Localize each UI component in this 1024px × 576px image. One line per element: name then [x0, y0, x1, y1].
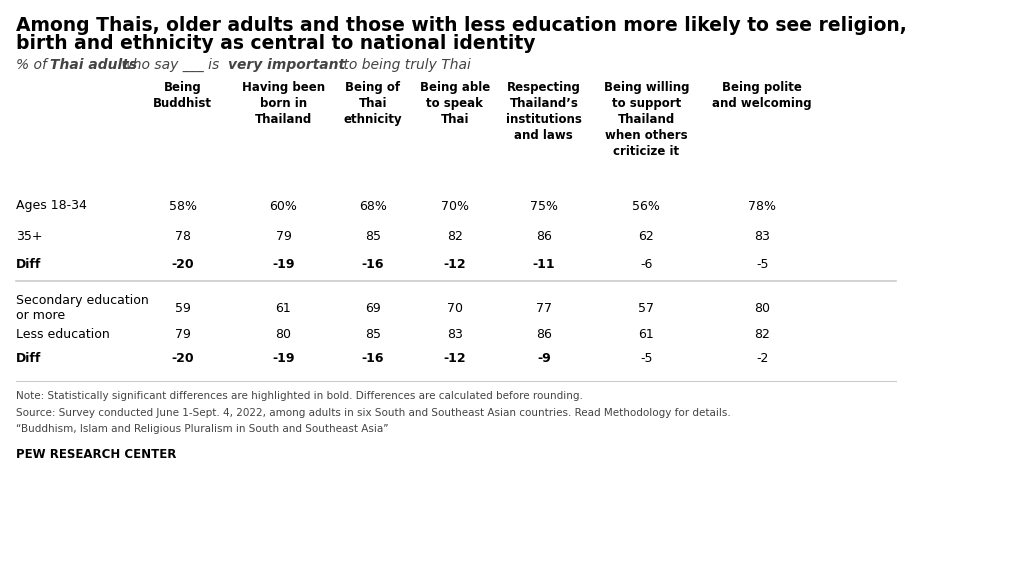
Text: 69: 69 — [365, 301, 381, 314]
Text: -16: -16 — [361, 351, 384, 365]
Text: Being of
Thai
ethnicity: Being of Thai ethnicity — [343, 81, 402, 126]
Text: 58%: 58% — [169, 199, 197, 213]
Text: 70: 70 — [446, 301, 463, 314]
Text: 75%: 75% — [529, 199, 558, 213]
Text: Respecting
Thailand’s
institutions
and laws: Respecting Thailand’s institutions and l… — [506, 81, 582, 142]
Text: 79: 79 — [275, 229, 292, 242]
Text: -20: -20 — [171, 351, 195, 365]
Text: 77: 77 — [536, 301, 552, 314]
Text: -19: -19 — [272, 257, 295, 271]
Text: % of: % of — [16, 58, 51, 72]
Text: Less education: Less education — [16, 328, 110, 340]
Text: 86: 86 — [536, 328, 552, 340]
Text: Being able
to speak
Thai: Being able to speak Thai — [420, 81, 489, 126]
Text: who say ___ is: who say ___ is — [117, 58, 223, 72]
Text: -6: -6 — [640, 257, 652, 271]
Text: -12: -12 — [443, 351, 466, 365]
Text: -20: -20 — [171, 257, 195, 271]
Text: 82: 82 — [446, 229, 463, 242]
Text: 61: 61 — [275, 301, 292, 314]
Text: 62: 62 — [639, 229, 654, 242]
Text: Having been
born in
Thailand: Having been born in Thailand — [242, 81, 325, 126]
Text: -19: -19 — [272, 351, 295, 365]
Text: Secondary education
or more: Secondary education or more — [16, 294, 148, 322]
Text: -9: -9 — [537, 351, 551, 365]
Text: Among Thais, older adults and those with less education more likely to see relig: Among Thais, older adults and those with… — [16, 16, 907, 35]
Text: Diff: Diff — [16, 257, 41, 271]
Text: birth and ethnicity as central to national identity: birth and ethnicity as central to nation… — [16, 34, 536, 53]
Text: -11: -11 — [532, 257, 555, 271]
Text: 83: 83 — [755, 229, 770, 242]
Text: -2: -2 — [756, 351, 768, 365]
Text: Thai adults: Thai adults — [50, 58, 137, 72]
Text: 57: 57 — [638, 301, 654, 314]
Text: 78: 78 — [175, 229, 190, 242]
Text: Note: Statistically significant differences are highlighted in bold. Differences: Note: Statistically significant differen… — [16, 391, 583, 401]
Text: 85: 85 — [365, 229, 381, 242]
Text: to being truly Thai: to being truly Thai — [339, 58, 471, 72]
Text: Being willing
to support
Thailand
when others
criticize it: Being willing to support Thailand when o… — [603, 81, 689, 158]
Text: Ages 18-34: Ages 18-34 — [16, 199, 87, 213]
Text: -5: -5 — [756, 257, 768, 271]
Text: 61: 61 — [639, 328, 654, 340]
Text: very important: very important — [228, 58, 345, 72]
Text: -5: -5 — [640, 351, 652, 365]
Text: Being
Buddhist: Being Buddhist — [154, 81, 212, 110]
Text: 86: 86 — [536, 229, 552, 242]
Text: “Buddhism, Islam and Religious Pluralism in South and Southeast Asia”: “Buddhism, Islam and Religious Pluralism… — [16, 424, 388, 434]
Text: 83: 83 — [446, 328, 463, 340]
Text: 78%: 78% — [749, 199, 776, 213]
Text: 82: 82 — [755, 328, 770, 340]
Text: 80: 80 — [755, 301, 770, 314]
Text: 60%: 60% — [269, 199, 297, 213]
Text: -16: -16 — [361, 257, 384, 271]
Text: Diff: Diff — [16, 351, 41, 365]
Text: 79: 79 — [175, 328, 190, 340]
Text: PEW RESEARCH CENTER: PEW RESEARCH CENTER — [16, 448, 176, 461]
Text: Source: Survey conducted June 1-Sept. 4, 2022, among adults in six South and Sou: Source: Survey conducted June 1-Sept. 4,… — [16, 408, 731, 418]
Text: 80: 80 — [275, 328, 292, 340]
Text: 56%: 56% — [633, 199, 660, 213]
Text: 70%: 70% — [440, 199, 469, 213]
Text: Being polite
and welcoming: Being polite and welcoming — [713, 81, 812, 110]
Text: 59: 59 — [175, 301, 190, 314]
Text: 68%: 68% — [358, 199, 387, 213]
Text: -12: -12 — [443, 257, 466, 271]
Text: 85: 85 — [365, 328, 381, 340]
Text: 35+: 35+ — [16, 229, 43, 242]
